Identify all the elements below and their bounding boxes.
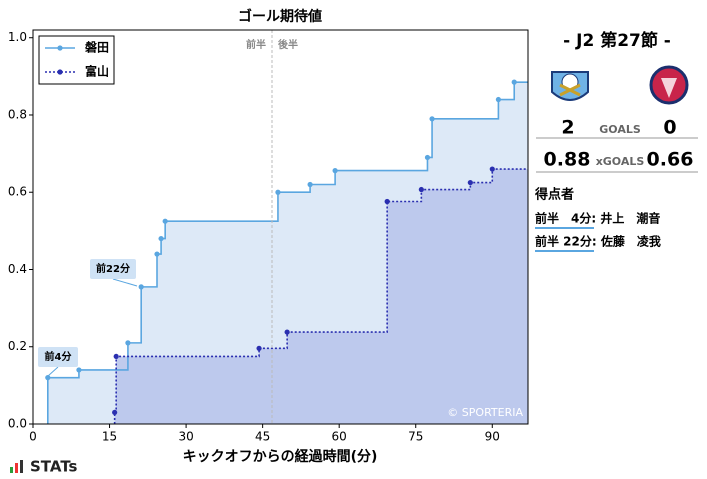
point <box>489 166 495 172</box>
scorers-title: 得点者 <box>534 187 574 203</box>
round-title: - J2 第27節 - <box>563 30 671 51</box>
point <box>511 79 517 85</box>
point <box>284 329 290 335</box>
annotation-box <box>90 259 136 279</box>
point <box>467 179 473 186</box>
point <box>45 375 51 381</box>
away-xg: 0.66 <box>647 149 694 171</box>
logo-text: STATs <box>30 458 78 476</box>
point <box>495 96 502 103</box>
home-crest <box>551 71 589 101</box>
point <box>307 181 313 188</box>
annotation-arrow <box>112 278 138 287</box>
point <box>113 353 119 360</box>
y-tick-label: 0.4 <box>8 262 27 276</box>
area <box>114 169 529 424</box>
point <box>429 116 435 122</box>
y-tick-label: 0.0 <box>8 417 27 431</box>
point <box>275 189 281 195</box>
x-tick-label: 75 <box>408 430 423 444</box>
logo: STATs <box>10 458 78 476</box>
y-tick-label: 0.8 <box>8 107 27 121</box>
goals-label: GOALS <box>599 123 641 136</box>
x-tick-label: 45 <box>255 430 270 444</box>
x-tick-label: 15 <box>102 430 117 444</box>
point <box>256 345 262 351</box>
x-tick-label: 60 <box>332 430 347 444</box>
legend-box <box>38 35 115 85</box>
half-label: 前半 <box>246 38 266 51</box>
watermark: © SPORTERIA <box>447 406 523 419</box>
step-line <box>46 81 528 424</box>
y-tick-label: 0.2 <box>8 339 27 353</box>
legend-marker <box>57 69 63 75</box>
home-xg: 0.88 <box>544 149 591 171</box>
point <box>332 168 338 174</box>
away-goals: 0 <box>663 117 676 139</box>
point <box>384 198 390 205</box>
point <box>112 409 118 416</box>
chart-title: ゴール期待値 <box>238 8 322 25</box>
scorer: 前半 4分: 井上 潮音 <box>535 211 660 226</box>
x-tick-label: 0 <box>29 430 37 444</box>
annotation-box <box>38 347 78 367</box>
y-tick-label: 1.0 <box>8 30 27 44</box>
annotation: 前4分 <box>45 350 72 363</box>
y-tick-label: 0.6 <box>8 185 27 199</box>
scorer: 前半 22分: 佐藤 凌我 <box>535 234 661 249</box>
x-tick-label: 30 <box>178 430 193 444</box>
legend-label: 富山 <box>85 64 109 79</box>
plot-frame <box>32 29 529 425</box>
annotation: 前22分 <box>96 262 130 275</box>
point <box>162 218 168 224</box>
xg-label: xGOALS <box>596 155 645 168</box>
legend-marker <box>57 45 63 51</box>
point <box>125 340 131 346</box>
point <box>418 186 424 193</box>
home-goals: 2 <box>561 117 574 139</box>
away-crest <box>649 65 689 105</box>
step-line <box>113 168 528 424</box>
point <box>138 284 144 290</box>
point <box>158 235 164 242</box>
x-axis-label: キックオフからの経過時間(分) <box>183 448 378 465</box>
half-label: 後半 <box>278 38 298 51</box>
x-tick-label: 90 <box>485 430 500 444</box>
legend-label: 磐田 <box>85 40 109 55</box>
annotation-arrow <box>47 366 59 377</box>
point <box>154 251 160 257</box>
point <box>76 367 82 373</box>
point <box>424 154 431 161</box>
